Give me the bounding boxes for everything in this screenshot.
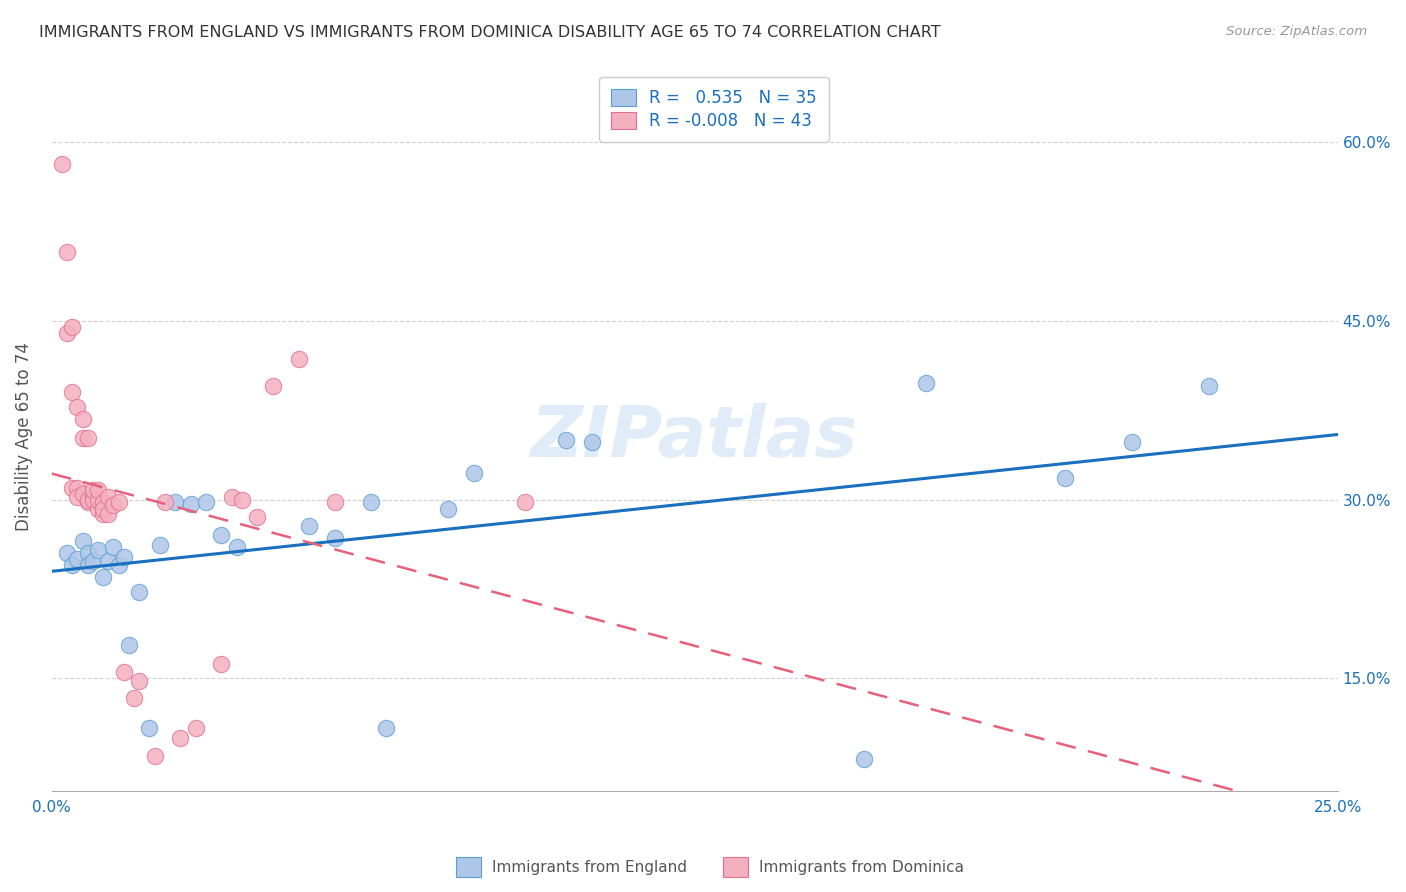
Point <box>221 490 243 504</box>
Point <box>60 481 83 495</box>
Text: IMMIGRANTS FROM ENGLAND VS IMMIGRANTS FROM DOMINICA DISABILITY AGE 65 TO 74 CORR: IMMIGRANTS FROM ENGLAND VS IMMIGRANTS FR… <box>39 25 941 40</box>
Point <box>66 400 89 414</box>
Point <box>51 157 73 171</box>
Text: Immigrants from Dominica: Immigrants from Dominica <box>759 860 965 874</box>
Point <box>555 433 578 447</box>
Point <box>60 319 83 334</box>
Point <box>76 558 98 572</box>
Point <box>231 492 253 507</box>
Point <box>128 673 150 688</box>
Point <box>1198 379 1220 393</box>
Point <box>360 495 382 509</box>
Point <box>463 467 485 481</box>
Point <box>323 495 346 509</box>
Point <box>262 379 284 393</box>
Text: Immigrants from England: Immigrants from England <box>492 860 688 874</box>
Point <box>87 502 110 516</box>
Point <box>128 585 150 599</box>
Point <box>60 558 83 572</box>
Point <box>56 546 79 560</box>
Point <box>107 495 129 509</box>
Point <box>226 540 249 554</box>
Point <box>97 507 120 521</box>
Point <box>72 411 94 425</box>
Point <box>72 486 94 500</box>
Y-axis label: Disability Age 65 to 74: Disability Age 65 to 74 <box>15 343 32 532</box>
Point <box>184 721 207 735</box>
Point <box>211 528 233 542</box>
Point <box>112 665 135 680</box>
Text: Source: ZipAtlas.com: Source: ZipAtlas.com <box>1226 25 1367 38</box>
Point <box>112 549 135 564</box>
Point <box>87 542 110 557</box>
Point <box>91 507 114 521</box>
Point <box>853 752 876 766</box>
Point <box>118 638 141 652</box>
Point <box>97 490 120 504</box>
Point <box>87 492 110 507</box>
Point <box>323 531 346 545</box>
Point <box>66 490 89 504</box>
Point <box>56 326 79 340</box>
Point <box>915 376 938 390</box>
Point <box>76 431 98 445</box>
Point <box>143 748 166 763</box>
Point <box>211 657 233 671</box>
Point <box>82 492 104 507</box>
Point <box>1121 435 1143 450</box>
Text: ZIPatlas: ZIPatlas <box>531 402 859 472</box>
Point <box>56 244 79 259</box>
Point <box>122 691 145 706</box>
Point <box>76 546 98 560</box>
Point <box>91 495 114 509</box>
Point <box>375 721 398 735</box>
Point <box>76 492 98 507</box>
Point <box>246 510 269 524</box>
Point <box>195 495 218 509</box>
Point <box>91 502 114 516</box>
Legend: R =   0.535   N = 35, R = -0.008   N = 43: R = 0.535 N = 35, R = -0.008 N = 43 <box>599 77 828 142</box>
Point <box>165 495 187 509</box>
Point <box>1053 471 1076 485</box>
Point <box>436 502 458 516</box>
Point <box>149 538 172 552</box>
Point <box>76 495 98 509</box>
Point <box>107 558 129 572</box>
Point <box>66 481 89 495</box>
Point <box>66 552 89 566</box>
Point <box>91 570 114 584</box>
Point <box>298 518 321 533</box>
Point <box>169 731 191 745</box>
Point <box>180 497 202 511</box>
Point <box>97 554 120 568</box>
Point <box>60 385 83 400</box>
Point <box>287 352 309 367</box>
Point <box>72 534 94 549</box>
Point <box>581 435 603 450</box>
Point <box>153 495 176 509</box>
Point <box>138 721 160 735</box>
Point <box>72 431 94 445</box>
Point <box>103 499 125 513</box>
Point <box>87 483 110 497</box>
Point <box>82 483 104 497</box>
Point <box>82 554 104 568</box>
Point <box>103 540 125 554</box>
Point <box>82 490 104 504</box>
Point <box>513 495 536 509</box>
